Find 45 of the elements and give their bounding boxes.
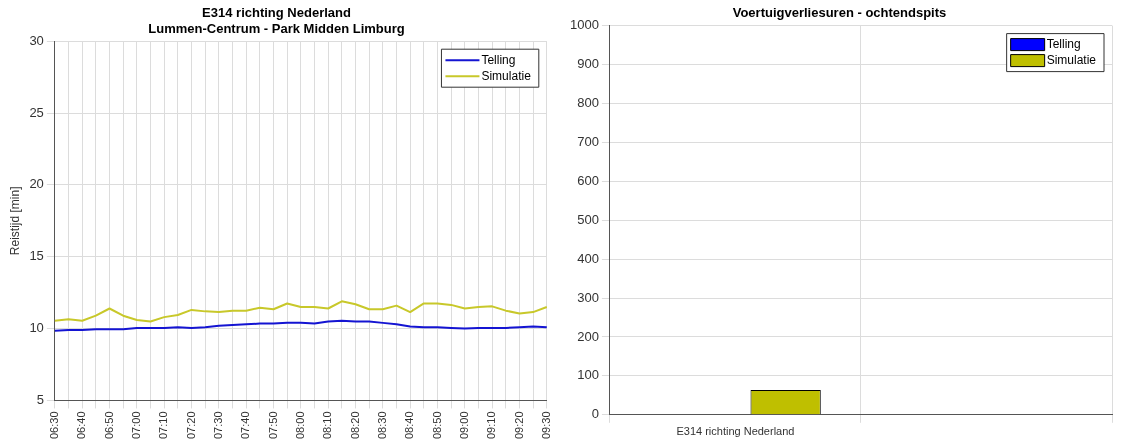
x-tick-label: 08:10	[321, 411, 334, 439]
y-tick-label: 800	[577, 95, 599, 111]
x-tick-label: 09:00	[457, 411, 470, 439]
y-tick-label: 900	[577, 56, 599, 72]
x-tick-label: 08:50	[430, 411, 443, 439]
y-tick-label: 700	[577, 133, 599, 149]
x-tick-label: 06:50	[102, 411, 115, 439]
y-tick-label: 1000	[570, 17, 599, 33]
y-tick-label: 400	[577, 250, 599, 266]
x-tick-label: 07:20	[184, 411, 197, 439]
y-tick-label: 15	[29, 248, 44, 264]
chart-title: Voertuigverliesuren - ochtendspits	[732, 5, 947, 21]
y-tick-label: 300	[577, 289, 599, 305]
legend-label: Telling	[1046, 36, 1081, 51]
y-tick-label: 5	[36, 392, 44, 408]
x-tick-label: 08:20	[348, 411, 361, 439]
x-tick-label: 08:30	[375, 411, 388, 439]
x-tick-label: 06:30	[47, 411, 60, 439]
x-tick-label: E314 richting Nederland	[676, 425, 795, 438]
chart-subtitle: Lummen-Centrum - Park Midden Limburg	[148, 20, 405, 36]
legend-label: Simulatie	[1046, 52, 1097, 67]
y-tick-label: 25	[29, 104, 44, 120]
legend-label: Telling	[481, 52, 516, 67]
y-tick-label: 30	[29, 32, 44, 48]
y-tick-label: 0	[591, 406, 599, 422]
y-tick-label: 100	[577, 367, 599, 383]
x-tick-label: 06:40	[75, 411, 88, 439]
y-tick-label: 500	[577, 211, 599, 227]
x-tick-label: 09:20	[512, 411, 525, 439]
y-tick-label: 20	[29, 176, 44, 192]
y-tick-label: 200	[577, 328, 599, 344]
y-tick-label: 10	[29, 320, 44, 336]
x-tick-label: 07:30	[211, 411, 224, 439]
x-tick-label: 07:40	[239, 411, 252, 439]
x-tick-label: 07:50	[266, 411, 279, 439]
x-tick-label: 08:40	[403, 411, 416, 439]
y-tick-label: 600	[577, 172, 599, 188]
x-tick-label: 07:00	[129, 411, 142, 439]
x-tick-label: 07:10	[157, 411, 170, 439]
x-tick-label: 09:30	[539, 411, 552, 439]
x-tick-label: 09:10	[485, 411, 498, 439]
chart-title: E314 richting Nederland	[202, 5, 351, 21]
y-axis-title: Reistijd [min]	[7, 186, 22, 256]
x-tick-label: 08:00	[293, 411, 306, 439]
legend-label: Simulatie	[481, 68, 532, 83]
